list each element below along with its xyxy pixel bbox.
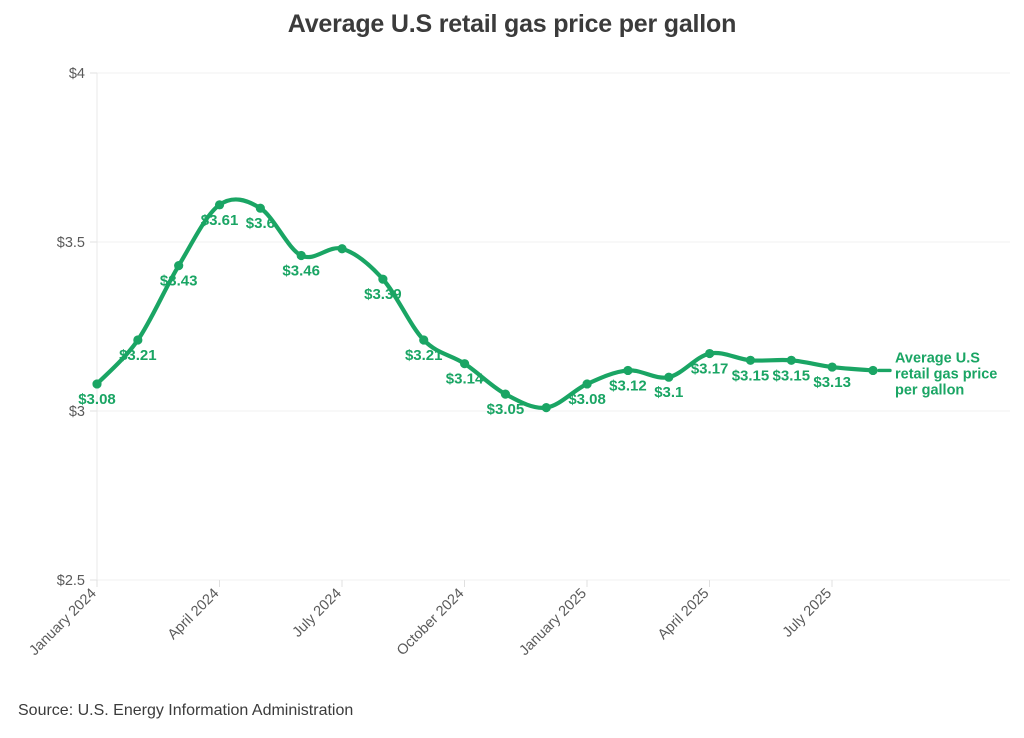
data-point-marker[interactable] (500, 389, 511, 399)
data-point-marker[interactable] (582, 379, 592, 389)
data-point-label: $3.1 (654, 384, 683, 401)
data-point-label: $3.12 (609, 377, 647, 394)
data-point-marker[interactable] (745, 355, 756, 365)
data-point-marker[interactable] (419, 335, 429, 345)
data-point-marker[interactable] (541, 403, 551, 413)
x-axis-tick-label: July 2024 (290, 586, 345, 641)
data-point-label: $3.15 (773, 367, 811, 384)
data-point-label: $3.61 (201, 212, 239, 229)
data-point-marker[interactable] (255, 203, 265, 213)
data-point-label: $3.17 (691, 361, 729, 378)
data-point-label: $3.05 (487, 401, 525, 418)
data-point-label: $3.15 (732, 367, 770, 384)
x-axis-tick-label: January 2025 (516, 586, 589, 659)
x-axis-tick-label: January 2024 (26, 586, 99, 659)
y-axis-tick-label: $4 (69, 66, 85, 82)
x-axis-tick-label: April 2025 (655, 586, 712, 643)
data-point-marker[interactable] (92, 379, 102, 389)
data-point-marker[interactable] (378, 274, 388, 284)
data-point-label: $3.6 (246, 215, 275, 232)
data-point-marker[interactable] (623, 365, 633, 376)
data-point-label: $3.08 (568, 391, 606, 408)
x-axis-tick-label: October 2024 (394, 586, 467, 659)
series-legend-label: Average U.S retail gas price per gallon (895, 350, 997, 398)
data-point-label: $3.39 (364, 286, 402, 303)
data-point-marker[interactable] (827, 362, 837, 372)
data-point-marker[interactable] (214, 200, 225, 210)
y-axis-tick-label: $3.5 (57, 235, 85, 251)
data-point-marker[interactable] (174, 261, 184, 271)
data-point-label: $3.08 (78, 391, 116, 408)
data-point-label: $3.21 (119, 347, 157, 364)
x-axis-tick-label: April 2024 (165, 586, 222, 643)
data-point-label: $3.13 (813, 374, 851, 391)
data-point-marker[interactable] (337, 244, 347, 254)
source-note: Source: U.S. Energy Information Administ… (18, 702, 354, 719)
data-point-label: $3.46 (282, 263, 320, 280)
page-title: Average U.S retail gas price per gallon (287, 10, 737, 38)
data-point-marker[interactable] (868, 365, 878, 376)
data-point-marker[interactable] (459, 359, 470, 369)
data-point-marker[interactable] (296, 250, 306, 261)
y-axis-tick-label: $3 (69, 404, 85, 420)
data-point-marker[interactable] (133, 335, 143, 345)
data-point-label: $3.43 (160, 273, 198, 290)
y-axis-tick-label: $2.5 (57, 573, 85, 589)
data-point-marker[interactable] (664, 372, 674, 382)
data-point-label: $3.21 (405, 347, 443, 364)
data-point-marker[interactable] (786, 355, 796, 365)
data-point-marker[interactable] (705, 348, 715, 359)
x-axis-tick-label: July 2025 (780, 586, 835, 641)
data-point-label: $3.14 (446, 371, 484, 388)
